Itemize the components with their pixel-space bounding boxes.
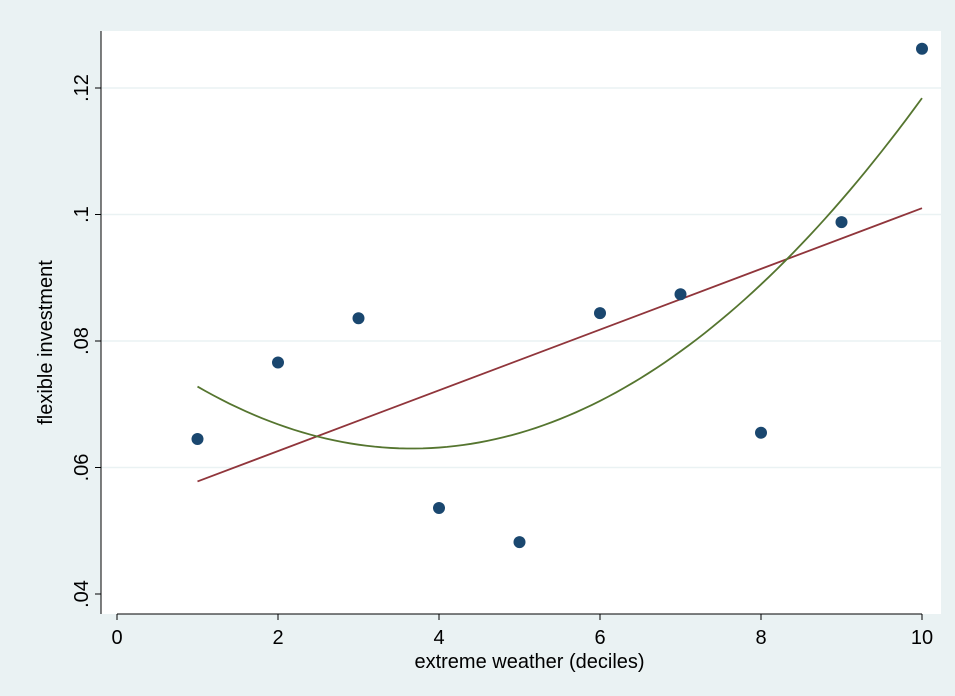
y-axis-title: flexible investment <box>35 260 57 425</box>
data-point <box>835 216 848 229</box>
x-tick-label: 2 <box>272 627 283 649</box>
plot-area <box>101 31 941 614</box>
data-point <box>352 312 365 325</box>
y-tick-label: .12 <box>71 74 93 102</box>
data-point <box>674 288 687 301</box>
data-point <box>272 356 284 369</box>
data-point <box>916 42 928 55</box>
x-tick-label: 10 <box>911 627 933 649</box>
gridlines <box>101 87 941 469</box>
quadratic-fit-line <box>197 97 923 450</box>
data-points <box>191 42 928 549</box>
data-point <box>433 501 445 514</box>
data-point <box>594 307 606 320</box>
data-point <box>191 433 204 446</box>
tick-labels: .04 .06 .08 .1 .12 0 2 4 6 8 10 <box>71 74 933 649</box>
x-tick-label: 6 <box>594 627 605 649</box>
x-axis-title: extreme weather (deciles) <box>414 651 644 673</box>
y-tick-label: .08 <box>71 327 93 355</box>
fit-lines <box>197 97 923 483</box>
y-tick-label: .06 <box>71 454 93 482</box>
x-tick-label: 4 <box>433 627 444 649</box>
x-tick-label: 8 <box>755 627 766 649</box>
x-tick-label: 0 <box>111 627 122 649</box>
data-point <box>755 426 767 439</box>
data-point <box>513 536 526 549</box>
y-tick-label: .04 <box>71 580 93 608</box>
y-tick-label: .1 <box>71 206 93 223</box>
axes <box>95 31 923 620</box>
